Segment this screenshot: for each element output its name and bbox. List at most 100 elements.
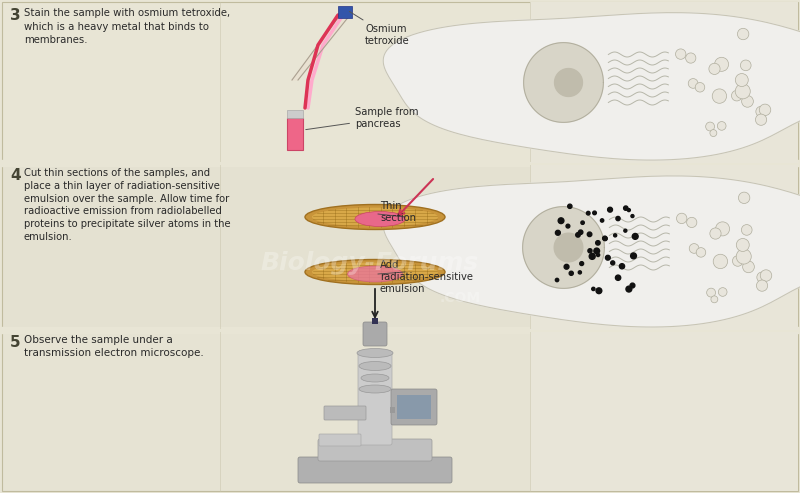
Text: Add
radiation-sensitive
emulsion: Add radiation-sensitive emulsion: [380, 260, 473, 294]
Circle shape: [718, 287, 727, 296]
Circle shape: [586, 211, 590, 215]
Polygon shape: [554, 233, 582, 262]
Ellipse shape: [305, 259, 445, 284]
Circle shape: [555, 230, 560, 235]
Circle shape: [588, 249, 592, 253]
Circle shape: [714, 57, 729, 71]
Circle shape: [593, 211, 596, 215]
Circle shape: [735, 84, 750, 99]
Circle shape: [736, 249, 751, 264]
Circle shape: [601, 219, 604, 222]
Polygon shape: [292, 15, 350, 80]
Circle shape: [688, 78, 698, 88]
Circle shape: [742, 96, 754, 107]
Circle shape: [568, 204, 572, 209]
Circle shape: [576, 233, 580, 237]
Circle shape: [710, 130, 717, 137]
Bar: [390, 407, 395, 413]
Polygon shape: [522, 207, 604, 288]
Circle shape: [714, 254, 727, 269]
Circle shape: [627, 209, 630, 211]
Circle shape: [760, 270, 772, 282]
Circle shape: [735, 73, 748, 86]
Circle shape: [616, 216, 620, 221]
Circle shape: [709, 63, 720, 74]
Circle shape: [578, 271, 582, 274]
Circle shape: [602, 236, 607, 241]
Text: Cut thin sections of the samples, and
place a thin layer of radiation-sensitive
: Cut thin sections of the samples, and pl…: [24, 168, 230, 242]
Text: 5: 5: [10, 335, 21, 350]
Ellipse shape: [355, 211, 405, 226]
Circle shape: [596, 288, 602, 294]
Bar: [2, 2, 798, 161]
FancyBboxPatch shape: [324, 406, 366, 420]
Polygon shape: [383, 176, 800, 327]
Circle shape: [578, 230, 583, 235]
Circle shape: [624, 206, 628, 211]
Circle shape: [706, 122, 714, 131]
Bar: [530, 165, 798, 330]
Circle shape: [759, 104, 770, 115]
Circle shape: [626, 286, 632, 292]
Bar: [287, 110, 303, 118]
Circle shape: [566, 224, 570, 228]
Circle shape: [696, 247, 706, 257]
Circle shape: [564, 264, 569, 269]
Circle shape: [686, 217, 697, 228]
Text: Biology-Forums: Biology-Forums: [261, 251, 479, 275]
Circle shape: [603, 237, 607, 241]
Bar: [530, 332, 798, 491]
Circle shape: [555, 279, 558, 282]
Ellipse shape: [359, 361, 391, 371]
Circle shape: [610, 261, 614, 265]
Text: Sample from
pancreas: Sample from pancreas: [306, 107, 418, 130]
FancyBboxPatch shape: [391, 389, 437, 425]
Ellipse shape: [312, 263, 438, 282]
Circle shape: [755, 114, 766, 125]
Bar: [338, 6, 352, 18]
Circle shape: [581, 221, 584, 224]
Ellipse shape: [305, 205, 445, 230]
Circle shape: [608, 207, 613, 212]
Polygon shape: [383, 13, 800, 160]
FancyBboxPatch shape: [318, 439, 432, 461]
Circle shape: [738, 192, 750, 204]
Circle shape: [587, 232, 592, 237]
Circle shape: [592, 287, 595, 290]
Circle shape: [677, 213, 687, 224]
Circle shape: [594, 248, 599, 254]
Circle shape: [715, 222, 730, 236]
FancyBboxPatch shape: [298, 457, 452, 483]
Circle shape: [686, 53, 696, 63]
Circle shape: [742, 225, 752, 235]
Ellipse shape: [357, 349, 393, 357]
Circle shape: [630, 283, 635, 288]
Bar: [530, 2, 798, 163]
Text: .COM: .COM: [439, 291, 481, 305]
Circle shape: [711, 296, 718, 303]
Circle shape: [733, 256, 743, 266]
Circle shape: [615, 275, 621, 281]
Circle shape: [606, 255, 610, 260]
Circle shape: [757, 272, 767, 282]
Circle shape: [695, 82, 705, 92]
Circle shape: [675, 49, 686, 59]
Circle shape: [632, 234, 638, 239]
Ellipse shape: [312, 208, 438, 226]
Text: Osmium
tetroxide: Osmium tetroxide: [350, 11, 410, 46]
Circle shape: [731, 90, 742, 101]
FancyBboxPatch shape: [358, 351, 392, 445]
Circle shape: [614, 234, 617, 237]
Circle shape: [757, 280, 768, 291]
Circle shape: [712, 89, 726, 104]
Circle shape: [736, 239, 750, 251]
Circle shape: [631, 214, 634, 217]
Text: Thin
section: Thin section: [380, 201, 416, 223]
Bar: [2, 165, 798, 328]
Bar: [287, 118, 303, 150]
Circle shape: [630, 253, 637, 259]
Text: Stain the sample with osmium tetroxide,
which is a heavy metal that binds to
mem: Stain the sample with osmium tetroxide, …: [24, 8, 230, 45]
Circle shape: [690, 244, 699, 253]
Bar: [397, 395, 431, 419]
Ellipse shape: [361, 374, 389, 382]
